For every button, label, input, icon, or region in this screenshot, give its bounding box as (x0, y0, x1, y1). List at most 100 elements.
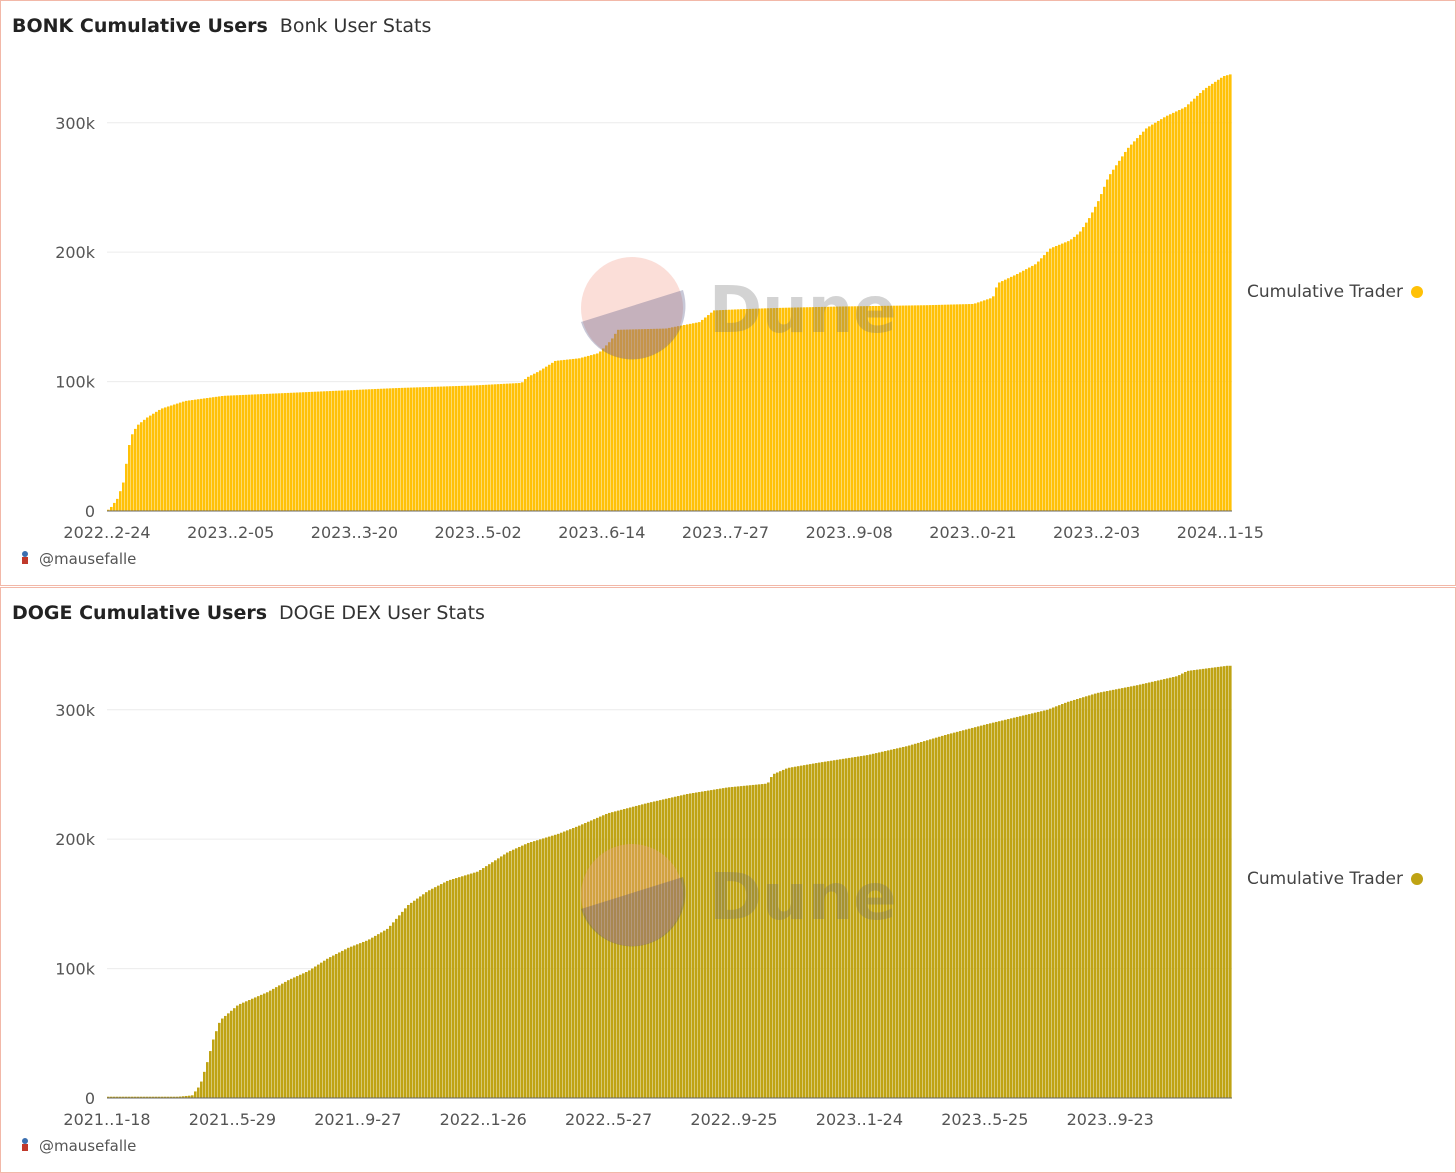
bar[interactable] (986, 299, 989, 511)
bar[interactable] (1229, 74, 1232, 512)
bar[interactable] (917, 742, 920, 1098)
bar[interactable] (197, 399, 200, 511)
bar[interactable] (1172, 677, 1175, 1098)
bar[interactable] (569, 829, 572, 1098)
bar[interactable] (719, 788, 722, 1098)
bar[interactable] (503, 854, 506, 1098)
bar[interactable] (395, 918, 398, 1098)
bar[interactable] (392, 922, 395, 1098)
bar[interactable] (1226, 75, 1229, 511)
bar[interactable] (1112, 689, 1115, 1098)
bar[interactable] (452, 386, 455, 511)
bar[interactable] (437, 885, 440, 1098)
bar[interactable] (281, 393, 284, 511)
bar[interactable] (872, 753, 875, 1098)
bar[interactable] (1112, 169, 1115, 511)
bar[interactable] (281, 983, 284, 1098)
bar[interactable] (761, 308, 764, 511)
bar[interactable] (731, 309, 734, 511)
bar[interactable] (116, 1096, 119, 1098)
bar[interactable] (407, 904, 410, 1098)
bar[interactable] (785, 307, 788, 511)
bar[interactable] (1157, 120, 1160, 511)
bar[interactable] (818, 306, 821, 511)
bar[interactable] (407, 387, 410, 511)
bar[interactable] (776, 307, 779, 511)
bar[interactable] (410, 387, 413, 511)
bar[interactable] (593, 819, 596, 1098)
bar[interactable] (548, 836, 551, 1098)
bar[interactable] (161, 1096, 164, 1098)
bar[interactable] (1223, 76, 1226, 511)
bar[interactable] (287, 980, 290, 1098)
bar[interactable] (584, 356, 587, 511)
bar[interactable] (665, 798, 668, 1098)
bar[interactable] (1073, 236, 1076, 512)
bar[interactable] (974, 303, 977, 511)
bar[interactable] (830, 306, 833, 511)
bar[interactable] (1010, 718, 1013, 1098)
bar[interactable] (860, 756, 863, 1098)
bar[interactable] (1124, 687, 1127, 1098)
bar[interactable] (179, 1096, 182, 1098)
bar[interactable] (389, 388, 392, 511)
bar[interactable] (698, 792, 701, 1098)
bar[interactable] (1061, 704, 1064, 1098)
bar[interactable] (353, 945, 356, 1098)
bar[interactable] (554, 360, 557, 511)
bar[interactable] (545, 366, 548, 511)
bar[interactable] (368, 389, 371, 511)
bar[interactable] (710, 312, 713, 511)
bar[interactable] (1073, 699, 1076, 1098)
bar[interactable] (533, 373, 536, 511)
bar[interactable] (944, 304, 947, 511)
bar[interactable] (494, 384, 497, 511)
bar[interactable] (527, 842, 530, 1098)
bar[interactable] (512, 383, 515, 511)
bar[interactable] (902, 305, 905, 511)
bar[interactable] (971, 727, 974, 1098)
bar[interactable] (224, 395, 227, 511)
bar[interactable] (542, 838, 545, 1098)
bar[interactable] (827, 306, 830, 511)
bar[interactable] (611, 812, 614, 1098)
bar[interactable] (668, 798, 671, 1098)
bar[interactable] (983, 724, 986, 1098)
bar[interactable] (1199, 93, 1202, 511)
bar[interactable] (515, 848, 518, 1098)
bar[interactable] (1172, 112, 1175, 511)
bar[interactable] (485, 866, 488, 1098)
bar[interactable] (692, 323, 695, 511)
bar[interactable] (302, 392, 305, 511)
bar[interactable] (953, 304, 956, 511)
bar[interactable] (368, 939, 371, 1098)
bar[interactable] (1163, 117, 1166, 511)
bar[interactable] (197, 1087, 200, 1098)
bar[interactable] (1178, 110, 1181, 511)
bar[interactable] (254, 394, 257, 511)
bar[interactable] (404, 908, 407, 1098)
bar[interactable] (842, 306, 845, 511)
bar[interactable] (263, 394, 266, 511)
bar[interactable] (473, 385, 476, 511)
bar[interactable] (419, 387, 422, 511)
bar[interactable] (1133, 141, 1136, 511)
bar[interactable] (224, 1015, 227, 1098)
bar[interactable] (1196, 95, 1199, 511)
bar[interactable] (839, 306, 842, 511)
bar[interactable] (1223, 666, 1226, 1098)
bar[interactable] (443, 386, 446, 511)
bar[interactable] (1007, 278, 1010, 511)
bar[interactable] (494, 860, 497, 1098)
bar[interactable] (332, 955, 335, 1098)
bar[interactable] (503, 383, 506, 511)
bar[interactable] (521, 382, 524, 511)
bar[interactable] (740, 309, 743, 511)
bar[interactable] (1103, 691, 1106, 1098)
bar[interactable] (881, 305, 884, 511)
bar[interactable] (200, 398, 203, 511)
bar[interactable] (1064, 702, 1067, 1098)
bar[interactable] (1130, 686, 1133, 1098)
bar[interactable] (314, 966, 317, 1098)
bar[interactable] (962, 730, 965, 1098)
